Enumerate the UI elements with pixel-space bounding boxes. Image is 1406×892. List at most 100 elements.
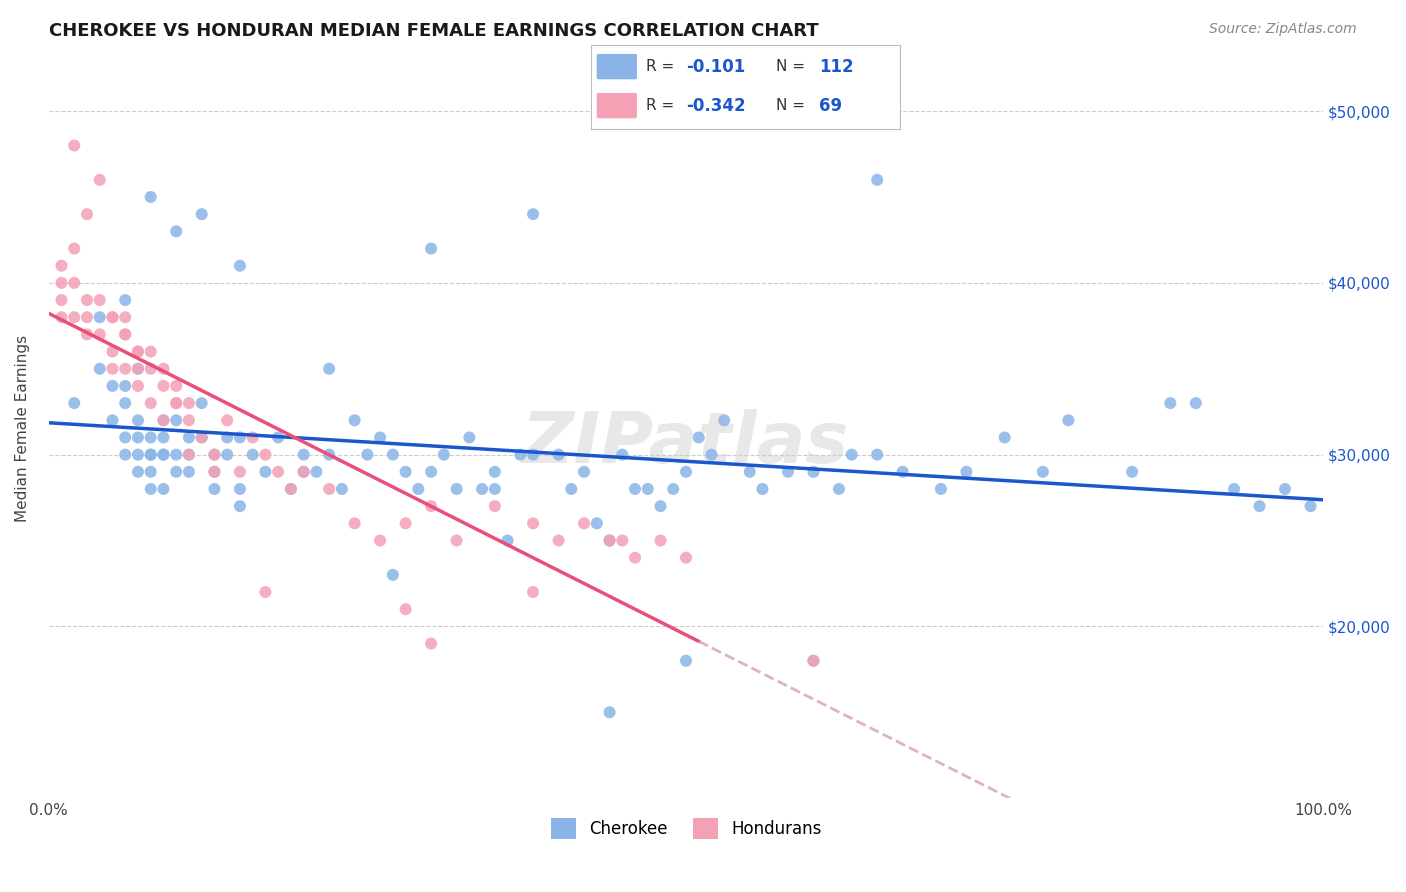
Point [63, 396, 86, 410]
Point [152, 448, 174, 462]
Point [866, 448, 889, 462]
Point [599, 706, 621, 720]
Point [177, 396, 200, 410]
Point [458, 430, 481, 444]
Text: R =: R = [647, 59, 675, 74]
Point [368, 533, 391, 548]
Point [114, 293, 136, 307]
Point [217, 413, 239, 427]
Point [828, 482, 851, 496]
Point [650, 499, 672, 513]
Point [866, 173, 889, 187]
Point [280, 482, 302, 496]
Point [803, 465, 825, 479]
Point [803, 654, 825, 668]
Point [994, 430, 1017, 444]
Point [1032, 465, 1054, 479]
Point [484, 465, 506, 479]
Point [484, 499, 506, 513]
Point [356, 448, 378, 462]
Point [114, 327, 136, 342]
Point [127, 465, 149, 479]
Point [139, 396, 162, 410]
Text: -0.101: -0.101 [686, 58, 745, 76]
Point [254, 448, 277, 462]
Point [139, 361, 162, 376]
Point [267, 465, 290, 479]
Text: R =: R = [647, 98, 675, 113]
Point [217, 448, 239, 462]
Point [165, 396, 187, 410]
Point [101, 344, 124, 359]
Point [484, 482, 506, 496]
Point [446, 482, 468, 496]
Point [76, 310, 98, 325]
Point [547, 448, 569, 462]
Point [560, 482, 582, 496]
Point [63, 310, 86, 325]
Point [76, 207, 98, 221]
Point [394, 602, 416, 616]
Point [204, 465, 226, 479]
Point [420, 636, 443, 650]
FancyBboxPatch shape [596, 54, 637, 79]
Point [165, 448, 187, 462]
Point [127, 344, 149, 359]
Text: N =: N = [776, 98, 806, 113]
Point [471, 482, 494, 496]
Point [127, 344, 149, 359]
Point [394, 465, 416, 479]
Point [114, 430, 136, 444]
Point [229, 430, 252, 444]
Point [89, 293, 111, 307]
Point [292, 448, 315, 462]
Point [318, 361, 340, 376]
Point [127, 448, 149, 462]
Text: 112: 112 [820, 58, 853, 76]
Point [1121, 465, 1143, 479]
Point [292, 465, 315, 479]
Point [204, 465, 226, 479]
Point [177, 430, 200, 444]
Point [139, 344, 162, 359]
Point [229, 482, 252, 496]
Point [522, 448, 544, 462]
Point [229, 259, 252, 273]
Point [190, 430, 212, 444]
Point [1185, 396, 1208, 410]
Point [242, 448, 264, 462]
Point [446, 533, 468, 548]
Point [204, 448, 226, 462]
Point [152, 430, 174, 444]
Point [127, 379, 149, 393]
Point [929, 482, 952, 496]
Text: 69: 69 [820, 96, 842, 114]
Point [114, 379, 136, 393]
Point [1223, 482, 1246, 496]
Point [381, 567, 404, 582]
Point [89, 310, 111, 325]
Point [292, 465, 315, 479]
Point [63, 242, 86, 256]
FancyBboxPatch shape [596, 93, 637, 119]
Point [776, 465, 799, 479]
Point [420, 242, 443, 256]
Point [280, 482, 302, 496]
Point [152, 482, 174, 496]
Point [547, 533, 569, 548]
Point [101, 413, 124, 427]
Point [624, 482, 647, 496]
Point [101, 379, 124, 393]
Point [1057, 413, 1080, 427]
Point [217, 430, 239, 444]
Point [318, 482, 340, 496]
Point [152, 361, 174, 376]
Text: N =: N = [776, 59, 806, 74]
Point [114, 310, 136, 325]
Point [522, 516, 544, 531]
Point [165, 379, 187, 393]
Point [254, 465, 277, 479]
Point [420, 465, 443, 479]
Point [267, 430, 290, 444]
Legend: Cherokee, Hondurans: Cherokee, Hondurans [544, 812, 828, 846]
